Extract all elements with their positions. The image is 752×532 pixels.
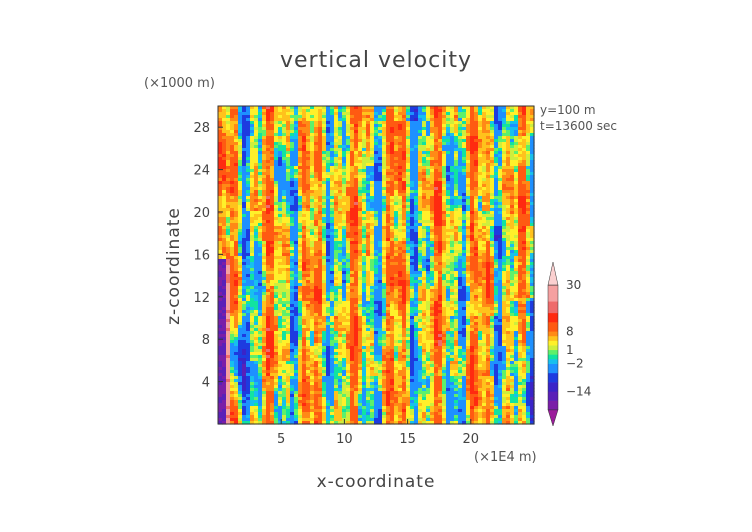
x-tick-label: 5: [277, 432, 285, 447]
colorbar-band: [548, 354, 558, 360]
x-tick-label: 20: [463, 432, 480, 447]
colorbar-band: [548, 391, 558, 401]
x-axis: 5 10 15 20: [277, 419, 479, 447]
colorbar-band: [548, 372, 558, 383]
x-axis-label: x-coordinate: [316, 472, 436, 492]
y-tick-label: 16: [193, 248, 210, 263]
colorbar-frame: [547, 284, 559, 411]
chart-title: vertical velocity: [279, 48, 472, 73]
annotation-time: t=13600 sec: [540, 119, 617, 133]
x-axis-unit-label: (×1E4 m): [474, 450, 537, 465]
colorbar-band: [548, 322, 558, 332]
colorbar-tick-label: 1: [566, 343, 574, 357]
x-tick-label: 10: [336, 432, 353, 447]
colorbar-tick-label: −2: [566, 357, 584, 371]
plot-frame: [217, 105, 535, 425]
y-tick-label: 28: [193, 121, 210, 136]
colorbar-band: [547, 261, 559, 286]
colorbar-band: [548, 331, 558, 337]
colorbar-band: [548, 335, 558, 341]
colorbar-band: [548, 382, 558, 392]
annotation-y-slice: y=100 m: [540, 103, 596, 117]
colorbar-band: [548, 285, 558, 302]
x-tick-label: 15: [399, 432, 416, 447]
colorbar-band: [548, 312, 558, 323]
colorbar-band: [548, 345, 558, 351]
colorbar: 30 8 1−2 −14: [547, 261, 591, 427]
y-tick-label: 8: [202, 333, 210, 348]
colorbar-band: [548, 340, 558, 346]
colorbar-tick-label: 30: [566, 278, 581, 292]
colorbar-band: [548, 349, 558, 355]
colorbar-tick-label: −14: [566, 384, 591, 398]
colorbar-tick-label: 8: [566, 324, 574, 338]
y-tick-label: 4: [202, 376, 210, 391]
y-tick-label: 20: [193, 206, 210, 221]
colorbar-band: [548, 359, 558, 364]
heatmap-field: [218, 106, 535, 425]
colorbar-band: [548, 363, 558, 374]
y-tick-label: 24: [193, 164, 210, 179]
y-axis-unit-label: (×1000 m): [144, 76, 215, 91]
y-axis: 4 8 12 16 20 24 28: [193, 121, 223, 391]
colorbar-band: [547, 409, 559, 427]
colorbar-band: [548, 301, 558, 314]
colorbar-band: [548, 400, 558, 411]
y-tick-label: 12: [193, 291, 210, 306]
